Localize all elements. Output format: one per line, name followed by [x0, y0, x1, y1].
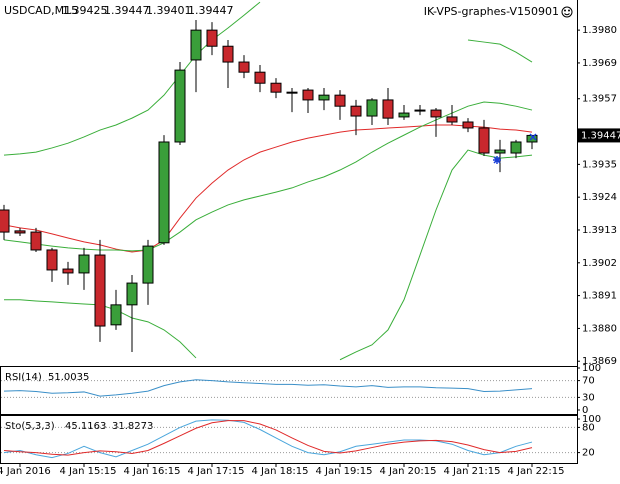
candle-body — [446, 116, 458, 123]
rsi-value: 51.0035 — [48, 372, 89, 383]
candle-body — [510, 141, 522, 154]
stoch-main-value: 45.1163 — [65, 421, 106, 432]
indicator-line — [3, 419, 533, 459]
y-tick-label: 80 — [582, 422, 595, 433]
x-tick-label: 4 Jan 15:15 — [60, 466, 117, 477]
ohlc-high: 1.39447 — [104, 4, 150, 17]
x-tick-label: 4 Jan 21:15 — [444, 466, 501, 477]
candle-body — [0, 209, 10, 233]
candle-body — [238, 61, 250, 73]
candle-body — [414, 109, 426, 112]
candle-body — [142, 245, 154, 284]
indicator-line — [3, 379, 533, 397]
stoch-title: Sto(5,3,3) — [5, 421, 55, 432]
y-tick-label: 100 — [582, 363, 601, 374]
candle-body — [366, 99, 378, 117]
candle-body — [350, 105, 362, 117]
x-tick-label: 4 Jan 17:15 — [188, 466, 245, 477]
candle-body — [270, 82, 282, 93]
candle-body — [14, 230, 26, 234]
candle-body — [206, 29, 218, 47]
y-tick-label: 1.3957 — [582, 94, 617, 105]
ohlc-close: 1.39447 — [188, 4, 234, 17]
candle-body — [478, 127, 490, 154]
stoch-signal-value: 31.8273 — [112, 421, 153, 432]
candle-body — [190, 29, 202, 61]
candle-body — [462, 121, 474, 129]
y-tick-label: 1.3902 — [582, 258, 617, 269]
y-tick-label: 1.3935 — [582, 159, 617, 170]
y-tick-label: 30 — [582, 392, 595, 403]
y-tick-label: 0 — [582, 405, 588, 416]
candle-body — [78, 254, 90, 274]
candle-body — [254, 71, 266, 84]
indicator-line — [3, 124, 533, 253]
candle-body — [334, 94, 346, 107]
candle-body — [174, 69, 186, 143]
y-tick-label: 1.3880 — [582, 323, 617, 334]
ohlc-open: 1.39425 — [62, 4, 108, 17]
x-tick-label: 4 Jan 2016 — [0, 466, 51, 477]
rsi-frame — [0, 366, 578, 415]
candle-body — [110, 304, 122, 326]
fractal-markers — [493, 133, 537, 164]
y-tick-label: 1.3891 — [582, 291, 617, 302]
x-tick-label: 4 Jan 16:15 — [124, 466, 181, 477]
candle-body — [318, 94, 330, 101]
candle-body — [430, 109, 442, 118]
chart-subtitle: IK-VPS-graphes-V150901 — [424, 5, 559, 18]
candle-body — [46, 249, 58, 271]
candle-body — [222, 45, 234, 63]
chart-title: USDCAD,M15 — [4, 4, 78, 17]
candle-body — [494, 149, 506, 154]
candle-body — [286, 91, 298, 94]
current-price-label: 1.39447 — [581, 130, 620, 141]
candle-body — [398, 112, 410, 118]
rsi-title: RSI(14) — [5, 372, 42, 383]
y-tick-label: 1.3924 — [582, 192, 617, 203]
x-tick-label: 4 Jan 19:15 — [316, 466, 373, 477]
candle-body — [158, 141, 170, 244]
stoch-frame — [0, 415, 578, 464]
y-tick-label: 1.3969 — [582, 58, 617, 69]
x-tick-label: 4 Jan 22:15 — [508, 466, 565, 477]
indicator-line — [3, 420, 533, 456]
x-tick-label: 4 Jan 20:15 — [380, 466, 437, 477]
candle-body — [94, 254, 106, 327]
smiley-icon — [561, 6, 573, 18]
candle-body — [302, 89, 314, 101]
y-tick-label: 100 — [582, 414, 601, 425]
y-tick-label: 1.3869 — [582, 356, 617, 367]
candle-body — [382, 99, 394, 119]
ohlc-low: 1.39401 — [146, 4, 192, 17]
candle-body — [62, 268, 74, 274]
y-tick-label: 1.3980 — [582, 25, 617, 36]
candle-body — [126, 282, 138, 306]
x-tick-label: 4 Jan 18:15 — [252, 466, 309, 477]
indicator-line — [3, 101, 533, 252]
y-tick-label: 1.3913 — [582, 225, 617, 236]
candle-body — [30, 231, 42, 251]
y-tick-label: 70 — [582, 376, 595, 387]
current-price-box — [578, 128, 620, 143]
y-tick-label: 20 — [582, 448, 595, 459]
